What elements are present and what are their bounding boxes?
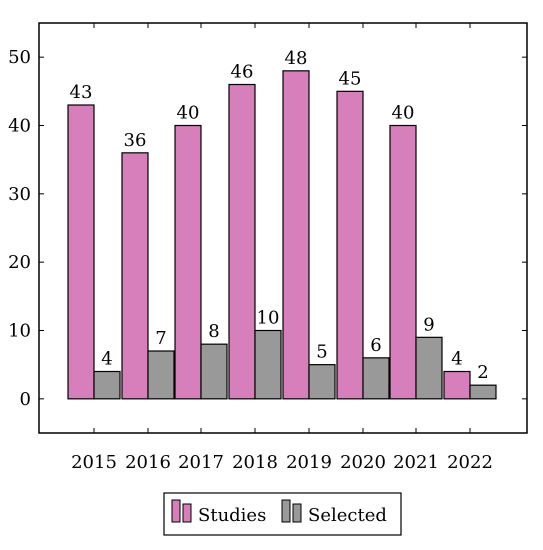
x-tick-label-2015: 2015 — [71, 452, 117, 473]
bar-selected-2022 — [469, 384, 497, 400]
y-tick-label-0: 0 — [20, 389, 31, 410]
legend-swatch-studies-2 — [182, 503, 192, 523]
axes-layer: 0 10 20 30 40 50 2015 2016 2017 2018 2019 2020 2021 2… — [8, 23, 527, 473]
bar-selected-2015 — [93, 370, 121, 400]
data-label-selected-2021: 9 — [423, 314, 434, 335]
x-tick-label-2016: 2016 — [125, 452, 171, 473]
legend-swatch-studies — [171, 499, 181, 523]
data-label-selected-2016: 7 — [155, 328, 166, 349]
data-label-studies-2020: 45 — [339, 68, 362, 89]
data-label-studies-2017: 40 — [177, 103, 200, 124]
bar-selected-2019 — [308, 364, 336, 400]
bar-selected-2016 — [147, 350, 175, 400]
legend-label-selected: Selected — [308, 505, 387, 526]
legend-label-studies: Studies — [198, 505, 266, 526]
y-tick-label-40: 40 — [8, 116, 31, 137]
bar-studies-2020 — [336, 90, 364, 400]
y-tick-label-50: 50 — [8, 47, 31, 68]
y-tick-label-20: 20 — [8, 252, 31, 273]
x-tick-label-2017: 2017 — [178, 452, 224, 473]
x-tick-label-2021: 2021 — [393, 452, 439, 473]
bars-layer — [67, 70, 497, 400]
data-label-studies-2015: 43 — [70, 82, 93, 103]
y-tick-label-10: 10 — [8, 321, 31, 342]
data-label-studies-2022: 4 — [451, 349, 462, 370]
bar-studies-2021 — [389, 124, 417, 400]
data-label-selected-2019: 5 — [316, 342, 327, 363]
data-label-selected-2015: 4 — [101, 349, 112, 370]
data-labels-layer: 43 36 40 46 48 45 40 4 4 7 8 10 5 6 9 2 — [70, 48, 489, 383]
x-tick-label-2018: 2018 — [232, 452, 278, 473]
bar-studies-2015 — [67, 104, 95, 400]
bar-studies-2018 — [228, 83, 256, 400]
x-tick-label-2020: 2020 — [340, 452, 386, 473]
data-label-selected-2020: 6 — [370, 335, 381, 356]
bar-selected-2017 — [200, 343, 228, 400]
bar-selected-2020 — [362, 357, 390, 400]
bar-studies-2017 — [174, 124, 202, 400]
data-label-studies-2021: 40 — [392, 103, 415, 124]
y-tick-label-30: 30 — [8, 184, 31, 205]
legend: Studies Selected — [163, 492, 402, 536]
bar-selected-2018 — [254, 329, 282, 400]
data-label-selected-2017: 8 — [208, 321, 219, 342]
data-label-studies-2016: 36 — [124, 130, 147, 151]
x-tick-label-2019: 2019 — [286, 452, 332, 473]
legend-swatch-selected-2 — [292, 503, 302, 523]
bar-studies-2022 — [443, 370, 471, 400]
bar-selected-2021 — [415, 336, 443, 400]
x-tick-label-2022: 2022 — [447, 452, 493, 473]
data-label-selected-2022: 2 — [477, 362, 488, 383]
data-label-studies-2019: 48 — [285, 48, 308, 69]
legend-swatch-selected — [281, 499, 291, 523]
bar-studies-2016 — [121, 152, 149, 400]
bar-studies-2019 — [282, 70, 310, 400]
data-label-selected-2018: 10 — [257, 308, 280, 329]
data-label-studies-2018: 46 — [231, 62, 254, 83]
plot-frame — [38, 22, 528, 434]
